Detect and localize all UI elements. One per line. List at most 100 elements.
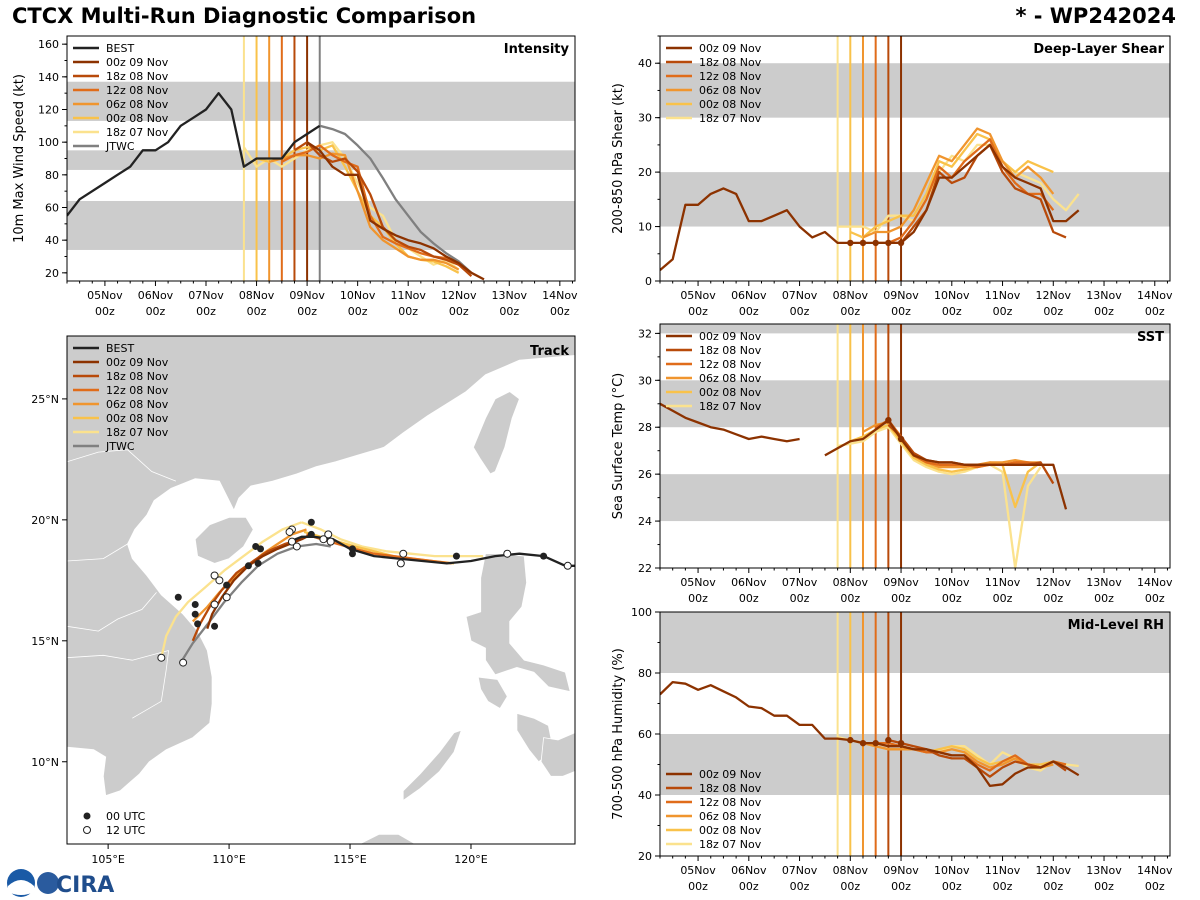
y-tick-label: 80 [45,169,59,182]
panel-title: Mid-Level RH [1068,618,1164,633]
x-tick-label: 00z [739,880,759,893]
marker-12utc [287,537,296,546]
x-tick-label: 07Nov [782,289,818,302]
series-line [268,152,460,271]
x-tick-label: 00z [398,305,418,318]
x-tick-label: 08Nov [833,576,869,589]
x-tick-label: 00z [942,592,962,605]
legend-label: 18z 07 Nov [106,126,169,139]
x-tick-label: 12Nov [1036,289,1072,302]
y-tick-label: 30 [638,374,652,387]
plot-area [67,36,575,281]
border-line [67,449,177,482]
series-line [660,402,800,443]
y-tick-label: 160 [38,38,59,51]
y-tick-label: 24 [638,515,652,528]
panel-track: 105°E 110°E 115°E 120°E 10°N 15°N 20°N 25°N Trac… [31,335,576,866]
series-line [660,143,1080,271]
x-tick-label: 11Nov [985,864,1021,877]
y-tick-label: 120 [38,104,59,117]
x-tick-label: 00z [1043,592,1063,605]
panel-title: SST [1137,330,1164,345]
x-tick-label: 09Nov [883,576,919,589]
x-tick-label: 12Nov [1036,576,1072,589]
marker-00utc [307,530,315,538]
legend-label: 00 UTC [106,810,146,823]
series-line [875,138,1055,245]
x-tick-label: 09Nov [883,289,919,302]
y-tick-label: 20 [638,166,652,179]
x-tick-label: 05Nov [680,864,716,877]
marker-12utc [503,549,512,558]
x-tick-label: 08Nov [239,289,275,302]
x-tick-label: 10Nov [934,864,970,877]
x-tick-label: 00z [688,880,708,893]
cira-globe [37,872,59,894]
marker-00utc [307,518,315,526]
x-tick-label: 10Nov [340,289,376,302]
y-tick-label: 22 [638,562,652,575]
border-line [67,543,128,562]
x-tick-label: 00z [1043,305,1063,318]
y-axis-label: 700-500 hPa Humidity (%) [611,648,626,820]
land-mass [465,553,571,693]
x-tick-label: 05Nov [680,576,716,589]
marker-00utc [348,550,356,558]
marker-12utc [396,559,405,568]
x-tick-label: 00z [348,305,368,318]
logo-group: CIRA [7,869,114,898]
series-line [849,423,1042,509]
legend-label: 18z 07 Nov [106,426,169,439]
legend-label: 00z 08 Nov [699,386,762,399]
x-tick-label: 00z [1145,305,1165,318]
y-tick-label: 80 [638,667,652,680]
y-axis-label: Sea Surface Temp (°C) [611,373,626,520]
series-line [319,124,473,274]
x-tick-label: 00z [688,305,708,318]
y-tick-label: 30 [638,112,652,125]
border-line [132,650,169,719]
series-line [849,132,1054,239]
track-line [179,542,331,664]
x-tick-label: 00z [499,305,519,318]
x-tick-label: 09Nov [289,289,325,302]
marker-12utc [319,535,328,544]
legend-label: 18z 07 Nov [699,838,762,851]
marker-12utc [285,527,294,536]
x-tick-label: 00z [449,305,469,318]
marker-00utc [191,601,199,609]
legend-label: 18z 08 Nov [699,56,762,69]
legend-label: 00z 09 Nov [699,42,762,55]
y-tick-label: 20°N [31,514,59,527]
x-tick-label: 00z [1094,305,1114,318]
legend-label: 00z 08 Nov [106,112,169,125]
axes-frame [66,335,576,845]
legend-label: 12z 08 Nov [699,796,762,809]
init-marker [897,239,905,247]
x-tick-label: 05Nov [680,289,716,302]
y-tick-label: 26 [638,468,652,481]
x-tick-label: 00z [1145,880,1165,893]
init-marker [885,239,892,247]
init-marker [872,739,879,747]
legend-label: 06z 08 Nov [699,372,762,385]
x-tick-label: 00z [942,880,962,893]
x-tick-label: 07Nov [782,864,818,877]
legend-label: 12z 08 Nov [106,384,169,397]
x-tick-label: 115°E [333,853,366,866]
y-tick-label: 32 [638,327,652,340]
legend-label: 12z 08 Nov [106,84,169,97]
marker-12utc [179,658,188,667]
x-tick-label: 06Nov [731,289,767,302]
plot-area [660,612,1170,856]
x-tick-label: 00z [688,592,708,605]
x-tick-label: 00z [95,305,115,318]
y-tick-label: 20 [638,850,652,863]
legend-label: 18z 08 Nov [699,344,762,357]
legend-label: 12z 08 Nov [699,70,762,83]
land-mass [194,517,254,564]
marker-00utc [257,545,265,553]
y-tick-label: 40 [638,789,652,802]
marker-12utc [157,653,166,662]
legend-label: 12 UTC [106,824,146,837]
